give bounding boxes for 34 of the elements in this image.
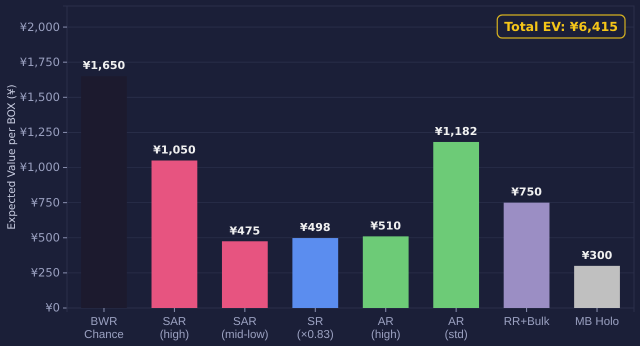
data-label: ¥300 — [582, 248, 613, 262]
x-tick-label: AR (std) — [444, 316, 468, 341]
y-axis-title: Expected Value per BOX (¥) — [6, 84, 18, 230]
x-tick-label: AR (high) — [371, 316, 401, 341]
data-label: ¥510 — [370, 219, 402, 232]
annotation: Total EV: ¥6,415 — [504, 19, 618, 34]
y-tick-label: ¥1,000 — [20, 160, 60, 174]
data-label: ¥1,050 — [153, 144, 196, 157]
x-tick-label: SR (×0.83) — [296, 316, 334, 341]
bar — [222, 241, 268, 308]
data-label: ¥1,650 — [82, 59, 126, 72]
bar — [504, 202, 550, 308]
bar — [292, 238, 338, 308]
y-tick-label: ¥1,500 — [20, 90, 60, 104]
data-label: ¥1,182 — [434, 124, 478, 138]
bar — [362, 236, 409, 308]
bar — [574, 266, 620, 308]
bar — [152, 160, 198, 308]
y-tick-label: ¥750 — [30, 195, 60, 210]
x-tick-label: MB Holo — [574, 316, 620, 328]
y-tick-label: ¥1,750 — [20, 54, 60, 69]
y-tick-label: ¥500 — [30, 230, 60, 244]
y-tick-label: ¥0 — [45, 300, 60, 315]
bar — [433, 142, 480, 308]
x-tick-label: SAR (mid-low) — [221, 316, 269, 341]
data-label: ¥750 — [511, 186, 542, 199]
y-tick-label: ¥1,250 — [20, 125, 60, 140]
y-tick-label: ¥2,000 — [20, 20, 60, 34]
y-tick-label: ¥250 — [30, 266, 60, 280]
x-tick-label: SAR (high) — [160, 316, 190, 341]
data-label: ¥498 — [300, 221, 331, 234]
x-tick-label: RR+Bulk — [504, 316, 550, 328]
data-label: ¥475 — [230, 224, 260, 238]
x-tick-label: BWR Chance — [84, 316, 124, 341]
